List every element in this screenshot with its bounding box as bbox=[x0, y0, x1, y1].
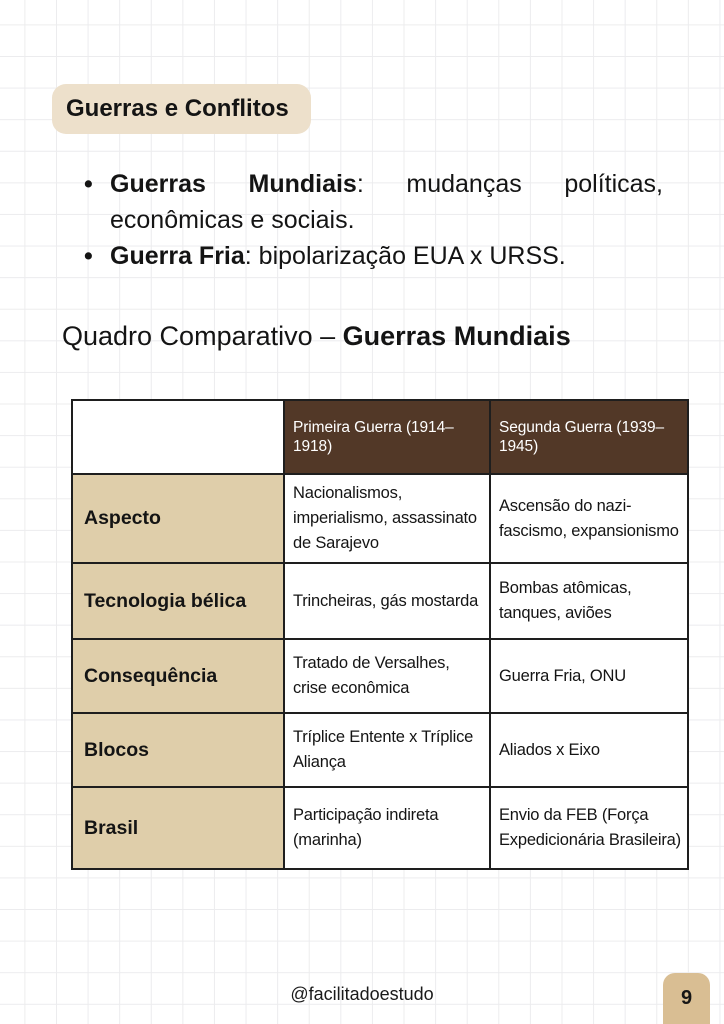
heading-bold-text: Guerras Mundiais bbox=[342, 321, 571, 351]
table-corner-cell bbox=[71, 399, 285, 475]
page-number-badge: 9 bbox=[663, 973, 710, 1024]
table-header-row: Primeira Guerra (1914–1918) Segunda Guer… bbox=[71, 399, 689, 475]
row-value-cell: Nacionalismos, imperialismo, assassinato… bbox=[283, 473, 491, 564]
comparison-table: Primeira Guerra (1914–1918) Segunda Guer… bbox=[71, 399, 689, 870]
row-value-cell: Tratado de Versalhes, crise econômica bbox=[283, 638, 491, 714]
row-value-cell: Aliados x Eixo bbox=[489, 712, 689, 788]
row-value-cell: Bombas atômicas, tanques, aviões bbox=[489, 562, 689, 640]
bullet-rest-text: : mudanças políticas, econômicas e socia… bbox=[110, 170, 664, 234]
bullet-item-guerras-mundiais: • Guerras Mundiais: mudanças políticas, e… bbox=[84, 166, 663, 238]
bullet-rest-text: : bipolarização EUA x URSS. bbox=[244, 242, 566, 270]
row-value-cell: Guerra Fria, ONU bbox=[489, 638, 689, 714]
row-value-cell: Envio da FEB (Força Expedicionária Brasi… bbox=[489, 786, 689, 870]
table-row: Brasil Participação indireta (marinha) E… bbox=[71, 786, 689, 870]
table-row: Aspecto Nacionalismos, imperialismo, ass… bbox=[71, 473, 689, 564]
bullet-item-guerra-fria: • Guerra Fria: bipolarização EUA x URSS. bbox=[84, 238, 663, 274]
bullet-bold-text: Guerra Fria bbox=[110, 242, 245, 270]
table-column-header-second-war: Segunda Guerra (1939–1945) bbox=[489, 399, 689, 475]
page-title-highlight: Guerras e Conflitos bbox=[52, 84, 311, 134]
bullet-marker: • bbox=[84, 170, 93, 198]
table-column-header-first-war: Primeira Guerra (1914–1918) bbox=[283, 399, 491, 475]
footer-handle: @facilitadoestudo bbox=[290, 984, 434, 1004]
row-value-cell: Trincheiras, gás mostarda bbox=[283, 562, 491, 640]
table-row: Blocos Tríplice Entente x Tríplice Alian… bbox=[71, 712, 689, 788]
row-label-cell: Brasil bbox=[71, 786, 285, 870]
heading-regular-text: Quadro Comparativo – bbox=[62, 321, 343, 351]
table-row: Tecnologia bélica Trincheiras, gás mosta… bbox=[71, 562, 689, 640]
section-heading: Quadro Comparativo – Guerras Mundiais bbox=[62, 318, 571, 354]
bullet-marker: • bbox=[84, 242, 93, 270]
page-title: Guerras e Conflitos bbox=[66, 95, 289, 122]
row-label-cell: Consequência bbox=[71, 638, 285, 714]
row-value-cell: Ascensão do nazi-fascismo, expansionismo bbox=[489, 473, 689, 564]
bullet-bold-text: Guerras Mundiais bbox=[110, 170, 357, 198]
row-label-cell: Tecnologia bélica bbox=[71, 562, 285, 640]
page-number: 9 bbox=[680, 987, 693, 1009]
row-value-cell: Tríplice Entente x Tríplice Aliança bbox=[283, 712, 491, 788]
intro-bullet-list: • Guerras Mundiais: mudanças políticas, e… bbox=[84, 166, 663, 274]
row-value-cell: Participação indireta (marinha) bbox=[283, 786, 491, 870]
table-row: Consequência Tratado de Versalhes, crise… bbox=[71, 638, 689, 714]
row-label-cell: Blocos bbox=[71, 712, 285, 788]
row-label-cell: Aspecto bbox=[71, 473, 285, 564]
